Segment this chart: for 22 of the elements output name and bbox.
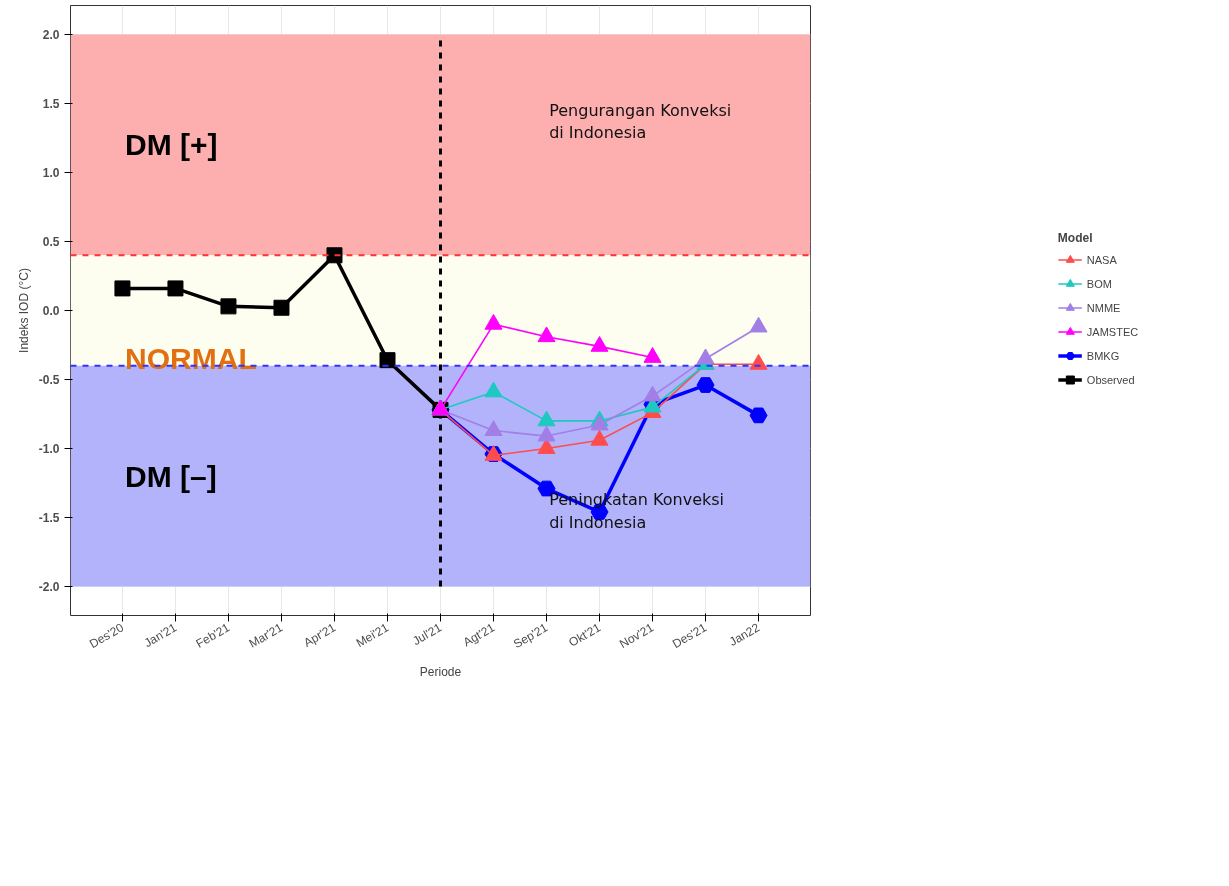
band-label: NORMAL xyxy=(125,342,257,376)
legend-label: JAMSTEC xyxy=(1086,325,1139,338)
band-label: DM [–] xyxy=(125,459,217,493)
legend-label: Observed xyxy=(1086,373,1135,386)
legend-title: Model xyxy=(1057,230,1094,245)
y-tick-label: 0.0 xyxy=(42,304,60,318)
annotation: Pengurangan Konveksi di Indonesia xyxy=(549,100,732,143)
y-tick-label: -2.0 xyxy=(38,580,60,595)
legend-label: BMKG xyxy=(1086,349,1120,362)
y-axis-title: Indeks IOD (°C) xyxy=(16,268,31,353)
x-axis-title: Periode xyxy=(419,665,462,680)
legend-label: NASA xyxy=(1086,253,1117,266)
y-tick-label: 1.5 xyxy=(42,96,60,111)
legend-label: NMME xyxy=(1086,301,1121,314)
y-tick-label: -1.5 xyxy=(38,511,60,526)
y-tick-label: 1.0 xyxy=(42,165,60,180)
y-tick-label: 0.5 xyxy=(42,235,60,249)
y-tick-label: -1.0 xyxy=(38,442,60,457)
y-tick-label: 2.0 xyxy=(42,27,60,42)
y-tick-label: -0.5 xyxy=(38,373,60,387)
legend-label: BOM xyxy=(1086,277,1112,290)
band-label: DM [+] xyxy=(125,128,218,162)
